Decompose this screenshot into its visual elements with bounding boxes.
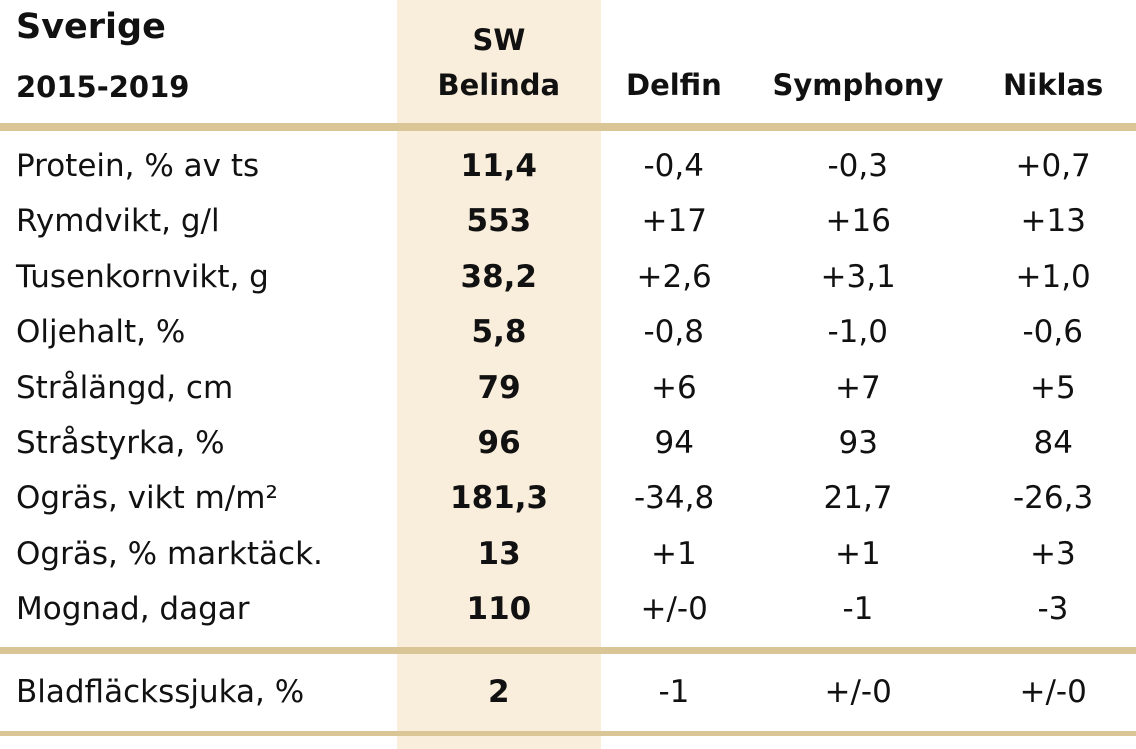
highlight-value: 553 <box>466 203 532 240</box>
highlight-value: 181,3 <box>450 480 549 517</box>
cell-value: +17 <box>641 203 707 240</box>
column-header: Belinda <box>437 68 561 103</box>
highlight-value: 5,8 <box>471 314 527 351</box>
highlight-value: 38,2 <box>460 258 538 295</box>
cell-value: +16 <box>825 203 891 240</box>
row-label: Rymdvikt, g/l <box>16 203 220 240</box>
row-label: Bladfläckssjuka, % <box>16 673 305 710</box>
highlight-value: 13 <box>477 535 521 572</box>
cell-value: -0,6 <box>1022 314 1084 351</box>
cell-value: -1,0 <box>827 314 889 351</box>
cell-value: -26,3 <box>1013 480 1094 517</box>
cell-value: 94 <box>654 424 694 461</box>
cell-value: -3 <box>1037 591 1069 628</box>
cell-value: -0,8 <box>643 314 705 351</box>
highlight-value: 11,4 <box>460 147 538 184</box>
cell-value: +/-0 <box>1019 673 1087 710</box>
table-title: Sverige <box>16 7 166 47</box>
cell-value: 93 <box>838 424 878 461</box>
cell-value: -1 <box>842 591 874 628</box>
cell-value: +13 <box>1020 203 1086 240</box>
highlight-value: 110 <box>466 591 532 628</box>
cell-value: -34,8 <box>634 480 715 517</box>
table-subtitle: 2015-2019 <box>16 70 190 104</box>
cell-value: 21,7 <box>823 480 893 517</box>
highlight-value: 96 <box>477 424 521 461</box>
row-label: Mognad, dagar <box>16 591 250 628</box>
cell-value: +3 <box>1030 535 1076 572</box>
highlight-value: 79 <box>477 369 521 406</box>
row-label: Strålängd, cm <box>16 369 234 406</box>
cell-value: +/-0 <box>824 673 892 710</box>
row-label: Oljehalt, % <box>16 314 186 351</box>
cell-value: +/-0 <box>640 591 708 628</box>
header-rule <box>0 123 1136 131</box>
row-label: Tusenkornvikt, g <box>16 258 269 295</box>
row-label: Ogräs, vikt m/m² <box>16 480 278 517</box>
column-header: Niklas <box>1003 68 1104 103</box>
cell-value: +1 <box>835 535 881 572</box>
row-label: Ogräs, % marktäck. <box>16 535 323 572</box>
column-header: SW <box>472 23 526 58</box>
highlight-value: 2 <box>488 673 510 710</box>
cell-value: +6 <box>651 369 697 406</box>
cell-value: +1 <box>651 535 697 572</box>
cell-value: +1,0 <box>1015 258 1091 295</box>
cell-value: +2,6 <box>636 258 712 295</box>
cell-value: -0,4 <box>643 147 705 184</box>
cell-value: +3,1 <box>820 258 896 295</box>
section-rule <box>0 647 1136 654</box>
cell-value: +0,7 <box>1015 147 1091 184</box>
bottom-rule <box>0 731 1136 736</box>
row-label: Protein, % av ts <box>16 147 260 184</box>
row-label: Stråstyrka, % <box>16 424 225 461</box>
column-header: Delfin <box>626 68 722 103</box>
cell-value: +5 <box>1030 369 1076 406</box>
cell-value: 84 <box>1033 424 1073 461</box>
cell-value: -0,3 <box>827 147 889 184</box>
column-header: Symphony <box>772 68 944 103</box>
cell-value: -1 <box>658 673 690 710</box>
cell-value: +7 <box>835 369 881 406</box>
